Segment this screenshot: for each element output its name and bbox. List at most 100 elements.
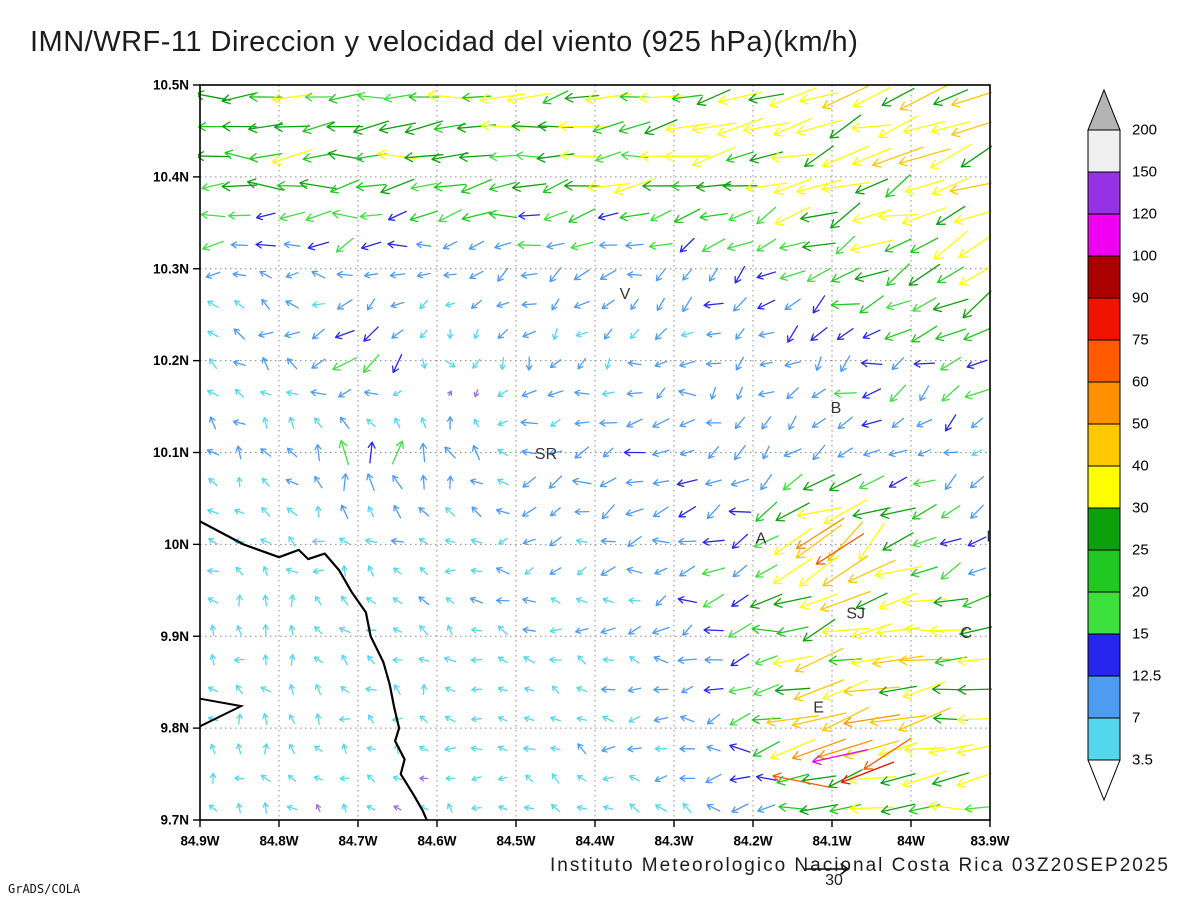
wind-arrow — [706, 744, 721, 752]
wind-arrow — [830, 202, 861, 229]
wind-arrow — [468, 240, 485, 250]
wind-arrow — [959, 626, 992, 638]
wind-arrow — [495, 597, 510, 604]
wind-arrow — [786, 387, 799, 400]
wind-arrow — [653, 686, 669, 694]
x-tick-label: 84.9W — [180, 834, 219, 849]
wind-arrow — [815, 533, 865, 565]
wind-arrow — [525, 356, 533, 371]
wind-arrow — [521, 448, 537, 456]
wind-arrow — [573, 300, 590, 309]
wind-arrow — [840, 355, 851, 373]
wind-arrow — [224, 149, 255, 161]
wind-arrow — [208, 358, 218, 370]
wind-arrow — [445, 301, 456, 308]
station-label: E — [813, 699, 824, 716]
wind-arrow — [520, 271, 538, 279]
wind-arrow — [706, 504, 721, 520]
wind-arrow — [286, 357, 298, 370]
wind-arrow — [627, 686, 642, 694]
wind-arrow — [326, 121, 364, 132]
wind-arrow — [679, 745, 696, 753]
wind-arrow — [969, 475, 985, 489]
wind-arrow — [912, 297, 937, 312]
wind-arrow — [958, 265, 992, 286]
wind-arrow — [419, 329, 428, 339]
wind-arrow — [862, 329, 881, 340]
wind-arrow — [784, 360, 801, 368]
wind-arrow — [274, 121, 311, 132]
wind-arrow — [304, 92, 333, 102]
wind-arrow — [549, 536, 562, 547]
wind-arrow — [262, 743, 269, 755]
wind-arrow — [796, 507, 842, 520]
wind-arrow — [549, 567, 562, 575]
wind-arrow — [391, 354, 403, 374]
wind-arrow — [205, 271, 221, 279]
wind-arrow — [288, 594, 296, 607]
wind-arrow — [234, 388, 244, 398]
wind-arrow — [360, 241, 382, 251]
wind-arrow — [433, 123, 467, 133]
wind-arrow — [680, 715, 695, 723]
wind-arrow — [759, 360, 773, 368]
wind-arrow — [392, 627, 403, 633]
wind-arrow — [471, 775, 482, 782]
wind-arrow — [757, 299, 776, 310]
y-tick-label: 9.7N — [160, 813, 189, 828]
wind-arrow — [271, 93, 313, 104]
wind-arrow — [574, 508, 590, 516]
wind-arrow — [419, 715, 428, 723]
wind-arrow — [776, 773, 809, 786]
wind-arrow — [334, 329, 355, 340]
wind-arrow — [262, 654, 269, 666]
wind-arrow — [656, 387, 666, 399]
wind-arrow — [601, 390, 615, 397]
wind-arrow — [944, 474, 957, 491]
x-tick-label: 84.1W — [812, 834, 851, 849]
wind-arrow — [416, 271, 431, 279]
wind-arrow — [874, 565, 922, 579]
wind-arrow — [679, 449, 695, 457]
wind-arrow — [704, 656, 723, 664]
wind-arrow — [392, 775, 403, 782]
wind-arrow — [389, 271, 406, 279]
wind-arrow — [626, 418, 643, 428]
wind-arrow — [279, 211, 305, 222]
wind-arrow — [601, 299, 615, 310]
wind-arrow — [679, 237, 695, 253]
colorbar: 3.5 7 12.5 15 20 25 30 40 50 60 75 90 100 120 150 200 — [1087, 88, 1161, 802]
wind-arrow — [285, 478, 299, 486]
wind-arrow — [964, 804, 990, 813]
wind-arrow — [823, 499, 868, 525]
wind-arrow — [259, 270, 272, 279]
colorbar-tick-label: 12.5 — [1132, 668, 1161, 685]
wind-arrow — [964, 388, 990, 400]
wind-arrow — [418, 745, 429, 752]
wind-arrow — [568, 208, 596, 224]
wind-arrow — [576, 804, 588, 811]
wind-arrow — [821, 145, 869, 168]
wind-arrow — [911, 325, 938, 343]
wind-arrow — [627, 360, 642, 367]
wind-arrow — [472, 444, 481, 461]
wind-arrow — [248, 152, 283, 163]
wind-arrow — [548, 449, 563, 457]
x-tick-label: 84W — [897, 834, 925, 849]
wind-arrow — [445, 686, 456, 693]
wind-arrow — [548, 475, 563, 489]
wind-arrow — [420, 417, 427, 429]
wind-arrow — [745, 182, 788, 193]
wind-arrow — [799, 593, 839, 610]
wind-arrow — [779, 270, 806, 281]
wind-arrow — [772, 655, 813, 668]
wind-arrow — [366, 473, 375, 491]
wind-arrow — [762, 445, 770, 460]
wind-arrow — [236, 802, 243, 814]
wind-arrow — [286, 447, 298, 458]
wind-arrow — [885, 174, 911, 198]
wind-arrow — [603, 328, 613, 340]
station-label: I — [986, 529, 990, 546]
wind-arrow — [206, 567, 220, 575]
wind-arrow — [626, 389, 643, 397]
